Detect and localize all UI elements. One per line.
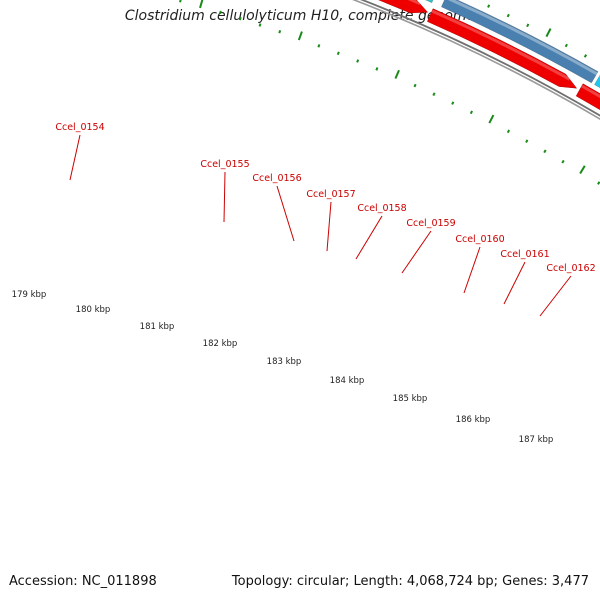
kbp-label: 186 kbp [456,415,491,425]
feature-ccel-0154 [424,0,434,4]
label-pointer [223,171,226,223]
inner-minor-tick [543,149,547,154]
label-pointer [326,201,332,252]
label-pointer [276,185,295,242]
kbp-label: 180 kbp [76,305,111,315]
inner-minor-tick [432,92,436,97]
inner-major-tick [297,31,303,41]
outer-tick [487,4,491,8]
label-pointer [69,134,81,181]
cds-arrows [378,0,600,111]
gene-label: Ccel_0158 [357,203,406,214]
inner-minor-tick [561,159,565,164]
outer-tick [564,43,568,48]
gene-label: Ccel_0154 [55,122,104,133]
outer-tick [526,23,530,28]
kbp-label: 187 kbp [519,435,554,445]
label-pointers [69,134,572,317]
inner-major-tick [199,0,204,9]
kbp-label: 184 kbp [330,376,365,386]
outer-tick [506,13,510,18]
cds-arrow-2 [427,8,578,89]
map-title: Clostridium cellulolyticum H10, complete… [124,8,476,24]
kbp-label: 179 kbp [12,290,47,300]
label-pointer [463,246,481,294]
inner-minor-tick [356,59,360,63]
kbp-labels: 179 kbp 180 kbp 181 kbp 182 kbp 183 kbp 184 k… [12,290,554,445]
inner-minor-tick [469,110,474,115]
gene-label: Ccel_0160 [455,234,504,245]
label-pointer [503,261,526,305]
feature-blocks [424,0,600,89]
outer-tick [545,28,552,38]
inner-minor-tick [179,0,182,3]
kbp-label: 183 kbp [267,357,302,367]
inner-minor-tick [451,101,455,105]
cds-arrow-3 [575,83,600,111]
cds-arrow-shine-2 [431,9,571,81]
inner-minor-tick [597,181,600,185]
inner-minor-tick [238,16,242,21]
inner-tick-ring [179,0,600,185]
kbp-label: 185 kbp [393,394,428,404]
genome-summary: Topology: circular; Length: 4,068,724 bp… [231,574,589,589]
label-pointer [355,215,383,260]
accession-text: Accession: NC_011898 [9,574,157,589]
cds-arrow-shine-1 [407,0,421,5]
inner-major-tick [394,69,400,79]
inner-minor-tick [336,51,340,56]
kbp-label: 181 kbp [140,322,175,332]
inner-minor-tick [375,67,379,71]
inner-minor-tick [525,139,529,144]
inner-minor-tick [506,129,511,134]
gene-label: Ccel_0156 [252,173,301,184]
inner-minor-tick [317,44,321,48]
label-pointer [401,230,432,274]
cds-arrow-1 [378,0,429,14]
gene-label: Ccel_0161 [500,249,549,260]
gene-label: Ccel_0157 [306,189,355,200]
gene-label: Ccel_0155 [200,159,249,170]
gene-labels: Ccel_0154Ccel_0155Ccel_0156Ccel_0157Ccel… [55,122,595,274]
gene-label: Ccel_0162 [546,263,595,274]
inner-minor-tick [258,23,262,27]
outer-tick [583,54,588,58]
cds-arrow-shine-3 [581,84,600,99]
feature-ccel-0155 [441,0,599,84]
inner-major-tick [488,114,495,124]
inner-minor-tick [278,29,282,34]
gene-label: Ccel_0159 [406,218,455,229]
kbp-label: 182 kbp [203,339,238,349]
inner-minor-tick [218,10,222,15]
label-pointer [539,275,572,317]
inner-minor-tick [413,83,417,88]
outer-tick-ring [487,4,588,58]
inner-major-tick [579,165,586,175]
